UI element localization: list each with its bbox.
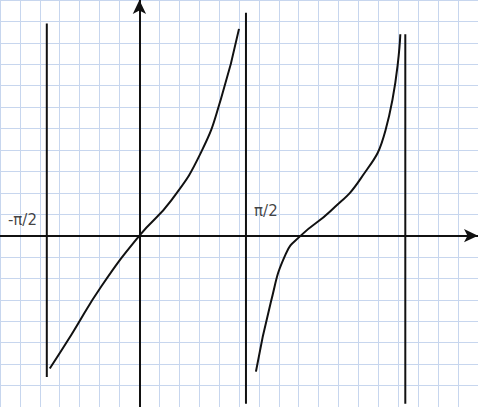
svg-text:π/2: π/2 xyxy=(254,202,278,220)
svg-text:-π/2: -π/2 xyxy=(8,211,37,229)
